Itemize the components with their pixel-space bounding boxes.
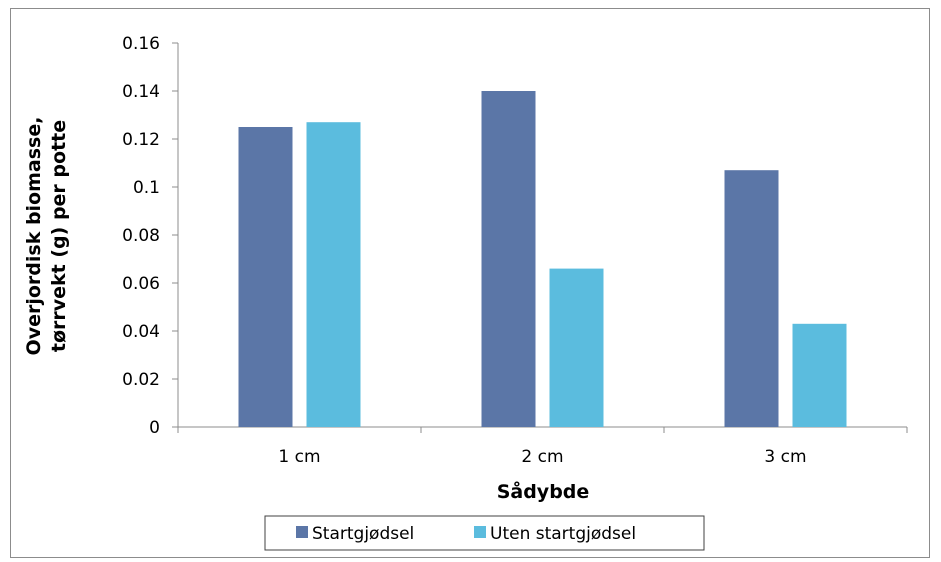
y-axis-title-line-1: Overjordisk biomasse, [23,117,45,356]
x-axis-title: Sådybde [497,479,590,503]
legend-label-uten-startgjodsel: Uten startgjødsel [490,524,636,544]
bar-uten-startgjodsel-1 [306,122,361,427]
y-tick-label: 0.12 [122,130,160,150]
bar-startgjodsel-2 [481,91,536,427]
y-tick-label: 0.08 [122,226,160,246]
legend-swatch-startgjodsel [296,526,308,538]
x-tick-label: 3 cm [764,447,806,467]
y-axis-title: Overjordisk biomasse, tørrvekt (g) per p… [23,117,70,356]
legend: Startgjødsel Uten startgjødsel [264,515,705,551]
x-axis: 1 cm 2 cm 3 cm [177,426,908,467]
bar-uten-startgjodsel-2 [549,268,604,427]
legend-label-startgjodsel: Startgjødsel [312,524,414,544]
y-tick-label: 0 [149,418,160,438]
bar-startgjodsel-1 [238,127,293,427]
y-axis: 0 0.02 0.04 0.06 0.08 0.1 0.12 0.14 0.16 [122,34,179,438]
y-tick-label: 0.1 [133,178,160,198]
x-tick-label: 1 cm [278,447,320,467]
bar-startgjodsel-3 [724,170,779,427]
legend-swatch-uten-startgjodsel [474,526,486,538]
bars [238,91,847,427]
y-tick-label: 0.16 [122,34,160,54]
x-tick-label: 2 cm [521,447,563,467]
y-tick-label: 0.06 [122,274,160,294]
bar-uten-startgjodsel-3 [792,323,847,427]
y-tick-label: 0.02 [122,370,160,390]
y-tick-label: 0.14 [122,82,160,102]
y-tick-label: 0.04 [122,322,160,342]
y-axis-title-line-2: tørrvekt (g) per potte [48,120,70,352]
